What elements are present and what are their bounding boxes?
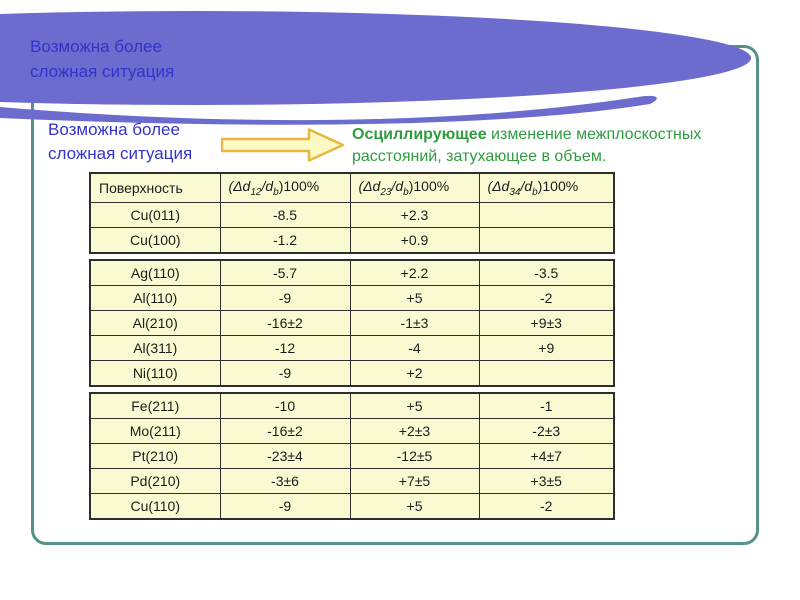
value-cell: +9±3: [478, 310, 615, 336]
value-cell: +5: [349, 493, 480, 520]
value-cell: -9: [219, 360, 351, 387]
table-row: Pd(210) -3±6 +7±5 +3±5: [89, 468, 615, 494]
inner-title-line2: сложная ситуация: [48, 144, 193, 163]
value-cell: +4±7: [478, 443, 615, 469]
value-cell: -16±2: [219, 418, 351, 444]
surface-cell: Ag(110): [89, 259, 221, 286]
surface-cell: Ni(110): [89, 360, 221, 387]
annotation-text: Осциллирующее изменение межплоскостных р…: [352, 124, 762, 168]
value-cell: -2: [478, 285, 615, 311]
value-cell: [478, 360, 615, 387]
surface-cell: Al(210): [89, 310, 221, 336]
value-cell: [478, 202, 615, 228]
table-row: Ag(110) -5.7 +2.2 -3.5: [89, 259, 615, 286]
surface-cell: Fe(211): [89, 392, 221, 419]
surface-cell: Al(311): [89, 335, 221, 361]
value-cell: +7±5: [349, 468, 480, 494]
value-cell: -8.5: [219, 202, 351, 228]
value-cell: -16±2: [219, 310, 351, 336]
surface-cell: Cu(110): [89, 493, 221, 520]
surface-cell: Cu(100): [89, 227, 221, 254]
value-cell: -23±4: [219, 443, 351, 469]
value-cell: +2.3: [349, 202, 480, 228]
value-cell: -9: [219, 493, 351, 520]
table-row: Mo(211) -16±2 +2±3 -2±3: [89, 418, 615, 444]
annotation-bold-word: Осциллирующее: [352, 126, 487, 143]
value-cell: -2±3: [478, 418, 615, 444]
value-cell: -4: [349, 335, 480, 361]
value-cell: -1.2: [219, 227, 351, 254]
surface-relaxation-table: Поверхность (Δd12/db)100% (Δd23/db)100% (Δd…: [89, 172, 615, 525]
banner-swoosh-shape: [0, 11, 751, 125]
value-cell: -1±3: [349, 310, 480, 336]
table-row: Fe(211) -10 +5 -1: [89, 392, 615, 419]
right-arrow-shape: [221, 128, 345, 162]
value-cell: -3±6: [219, 468, 351, 494]
table-row: Cu(110) -9 +5 -2: [89, 493, 615, 520]
inner-title: Возможна более сложная ситуация: [48, 118, 192, 166]
table-row: Al(311) -12 -4 +9: [89, 335, 615, 361]
value-cell: +2.2: [349, 259, 480, 286]
surface-cell: Cu(011): [89, 202, 221, 228]
surface-table-group-2: Ag(110) -5.7 +2.2 -3.5 Al(110) -9 +5 -2 Al(210) -…: [89, 259, 615, 387]
banner-title-line1: Возможна более: [30, 37, 162, 56]
value-cell: +9: [478, 335, 615, 361]
value-cell: -9: [219, 285, 351, 311]
table-row: Cu(100) -1.2 +0.9: [89, 227, 615, 254]
banner-ellipse: [0, 11, 751, 105]
value-cell: +2±3: [349, 418, 480, 444]
value-cell: -12: [219, 335, 351, 361]
inner-title-line1: Возможна более: [48, 120, 180, 139]
surface-cell: Pd(210): [89, 468, 221, 494]
surface-table-group-1: Поверхность (Δd12/db)100% (Δd23/db)100% (Δd…: [89, 172, 615, 254]
value-cell: +0.9: [349, 227, 480, 254]
annotation-rest: изменение межплоскостных расстояний, зат…: [352, 126, 702, 165]
surface-cell: Mo(211): [89, 418, 221, 444]
table-header-cell: (Δd34/db)100%: [478, 172, 615, 203]
value-cell: +2: [349, 360, 480, 387]
table-row: Al(210) -16±2 -1±3 +9±3: [89, 310, 615, 336]
right-arrow-icon: [221, 128, 345, 162]
value-cell: -3.5: [478, 259, 615, 286]
value-cell: [478, 227, 615, 254]
table-row: Cu(011) -8.5 +2.3: [89, 202, 615, 228]
banner-title-line2: сложная ситуация: [30, 62, 175, 81]
value-cell: -5.7: [219, 259, 351, 286]
banner-title: Возможна более сложная ситуация: [30, 34, 174, 84]
value-cell: +3±5: [478, 468, 615, 494]
value-cell: +5: [349, 392, 480, 419]
value-cell: -2: [478, 493, 615, 520]
surface-table-group-3: Fe(211) -10 +5 -1 Mo(211) -16±2 +2±3 -2±3 Pt(210…: [89, 392, 615, 520]
table-header-cell: (Δd23/db)100%: [349, 172, 480, 203]
table-header-cell: (Δd12/db)100%: [219, 172, 351, 203]
table-header-cell: Поверхность: [89, 172, 221, 203]
table-row: Ni(110) -9 +2: [89, 360, 615, 387]
value-cell: -10: [219, 392, 351, 419]
banner-underline-swoosh: [0, 95, 657, 125]
value-cell: -1: [478, 392, 615, 419]
table-row: Pt(210) -23±4 -12±5 +4±7: [89, 443, 615, 469]
value-cell: -12±5: [349, 443, 480, 469]
value-cell: +5: [349, 285, 480, 311]
table-row: Al(110) -9 +5 -2: [89, 285, 615, 311]
table-header-row: Поверхность (Δd12/db)100% (Δd23/db)100% (Δd…: [89, 172, 615, 203]
surface-cell: Al(110): [89, 285, 221, 311]
surface-cell: Pt(210): [89, 443, 221, 469]
